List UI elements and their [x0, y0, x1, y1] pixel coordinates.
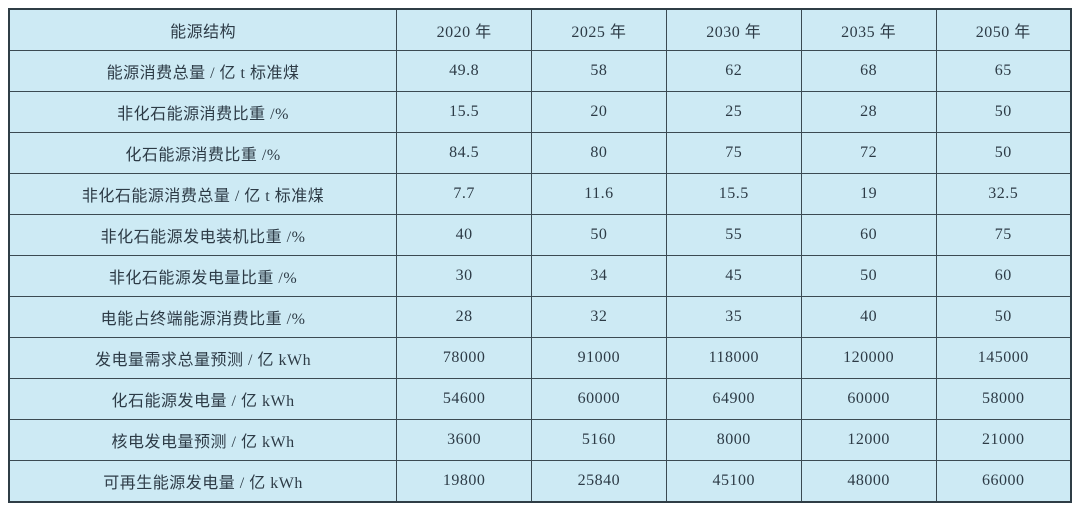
table-row: 能源消费总量 / 亿 t 标准煤 49.8 58 62 68 65 [8, 50, 1072, 92]
value-cell: 15.5 [396, 91, 532, 133]
value-cell: 65 [935, 50, 1072, 92]
value-cell: 35 [665, 296, 802, 338]
value-cell: 7.7 [396, 173, 532, 215]
header-cell-corner: 能源结构 [8, 8, 398, 51]
value-cell: 40 [396, 214, 532, 256]
row-label-cell: 化石能源消费比重 /% [8, 132, 398, 174]
value-cell: 25840 [531, 460, 667, 503]
value-cell: 58000 [935, 378, 1072, 420]
value-cell: 45 [665, 255, 802, 297]
table-row: 非化石能源发电装机比重 /% 40 50 55 60 75 [8, 214, 1072, 256]
value-cell: 62 [665, 50, 802, 92]
value-cell: 84.5 [396, 132, 532, 174]
value-cell: 5160 [531, 419, 667, 461]
value-cell: 60000 [531, 378, 667, 420]
value-cell: 30 [396, 255, 532, 297]
value-cell: 80 [531, 132, 667, 174]
value-cell: 11.6 [531, 173, 667, 215]
row-label-cell: 非化石能源消费总量 / 亿 t 标准煤 [8, 173, 398, 215]
value-cell: 49.8 [396, 50, 532, 92]
value-cell: 75 [935, 214, 1072, 256]
value-cell: 40 [800, 296, 937, 338]
value-cell: 45100 [665, 460, 802, 503]
row-label-cell: 能源消费总量 / 亿 t 标准煤 [8, 50, 398, 92]
value-cell: 19 [800, 173, 937, 215]
value-cell: 32.5 [935, 173, 1072, 215]
value-cell: 8000 [665, 419, 802, 461]
value-cell: 55 [665, 214, 802, 256]
table-row: 电能占终端能源消费比重 /% 28 32 35 40 50 [8, 296, 1072, 338]
value-cell: 34 [531, 255, 667, 297]
value-cell: 50 [531, 214, 667, 256]
table-row: 核电发电量预测 / 亿 kWh 3600 5160 8000 12000 21000 [8, 419, 1072, 461]
table-row: 非化石能源消费总量 / 亿 t 标准煤 7.7 11.6 15.5 19 32.5 [8, 173, 1072, 215]
value-cell: 28 [396, 296, 532, 338]
table-row: 可再生能源发电量 / 亿 kWh 19800 25840 45100 48000 6600… [8, 460, 1072, 503]
value-cell: 50 [935, 91, 1072, 133]
value-cell: 72 [800, 132, 937, 174]
value-cell: 20 [531, 91, 667, 133]
value-cell: 58 [531, 50, 667, 92]
value-cell: 145000 [935, 337, 1072, 379]
value-cell: 78000 [396, 337, 532, 379]
value-cell: 60000 [800, 378, 937, 420]
value-cell: 21000 [935, 419, 1072, 461]
value-cell: 64900 [665, 378, 802, 420]
value-cell: 75 [665, 132, 802, 174]
table-row: 化石能源发电量 / 亿 kWh 54600 60000 64900 60000 58000 [8, 378, 1072, 420]
table-row: 非化石能源消费比重 /% 15.5 20 25 28 50 [8, 91, 1072, 133]
table-row: 发电量需求总量预测 / 亿 kWh 78000 91000 118000 120000 1… [8, 337, 1072, 379]
value-cell: 32 [531, 296, 667, 338]
value-cell: 66000 [935, 460, 1072, 503]
header-cell-year: 2050 年 [935, 8, 1072, 51]
value-cell: 50 [935, 132, 1072, 174]
row-label-cell: 可再生能源发电量 / 亿 kWh [8, 460, 398, 503]
value-cell: 50 [800, 255, 937, 297]
header-cell-year: 2025 年 [531, 8, 667, 51]
row-label-cell: 电能占终端能源消费比重 /% [8, 296, 398, 338]
value-cell: 12000 [800, 419, 937, 461]
value-cell: 91000 [531, 337, 667, 379]
row-label-cell: 发电量需求总量预测 / 亿 kWh [8, 337, 398, 379]
table-row: 非化石能源发电量比重 /% 30 34 45 50 60 [8, 255, 1072, 297]
row-label-cell: 非化石能源发电量比重 /% [8, 255, 398, 297]
row-label-cell: 核电发电量预测 / 亿 kWh [8, 419, 398, 461]
value-cell: 19800 [396, 460, 532, 503]
value-cell: 60 [800, 214, 937, 256]
table-row: 化石能源消费比重 /% 84.5 80 75 72 50 [8, 132, 1072, 174]
energy-structure-table: 能源结构 2020 年 2025 年 2030 年 2035 年 2050 年 能源消费总… [8, 8, 1072, 503]
value-cell: 54600 [396, 378, 532, 420]
row-label-cell: 化石能源发电量 / 亿 kWh [8, 378, 398, 420]
header-cell-year: 2020 年 [396, 8, 532, 51]
value-cell: 118000 [665, 337, 802, 379]
row-label-cell: 非化石能源消费比重 /% [8, 91, 398, 133]
value-cell: 28 [800, 91, 937, 133]
header-cell-year: 2035 年 [800, 8, 937, 51]
header-cell-year: 2030 年 [665, 8, 802, 51]
value-cell: 50 [935, 296, 1072, 338]
value-cell: 60 [935, 255, 1072, 297]
value-cell: 120000 [800, 337, 937, 379]
row-label-cell: 非化石能源发电装机比重 /% [8, 214, 398, 256]
table-header-row: 能源结构 2020 年 2025 年 2030 年 2035 年 2050 年 [8, 8, 1072, 51]
table-body: 能源消费总量 / 亿 t 标准煤 49.8 58 62 68 65 非化石能源消费比重 /%… [8, 50, 1072, 503]
value-cell: 25 [665, 91, 802, 133]
value-cell: 15.5 [665, 173, 802, 215]
value-cell: 68 [800, 50, 937, 92]
value-cell: 3600 [396, 419, 532, 461]
value-cell: 48000 [800, 460, 937, 503]
